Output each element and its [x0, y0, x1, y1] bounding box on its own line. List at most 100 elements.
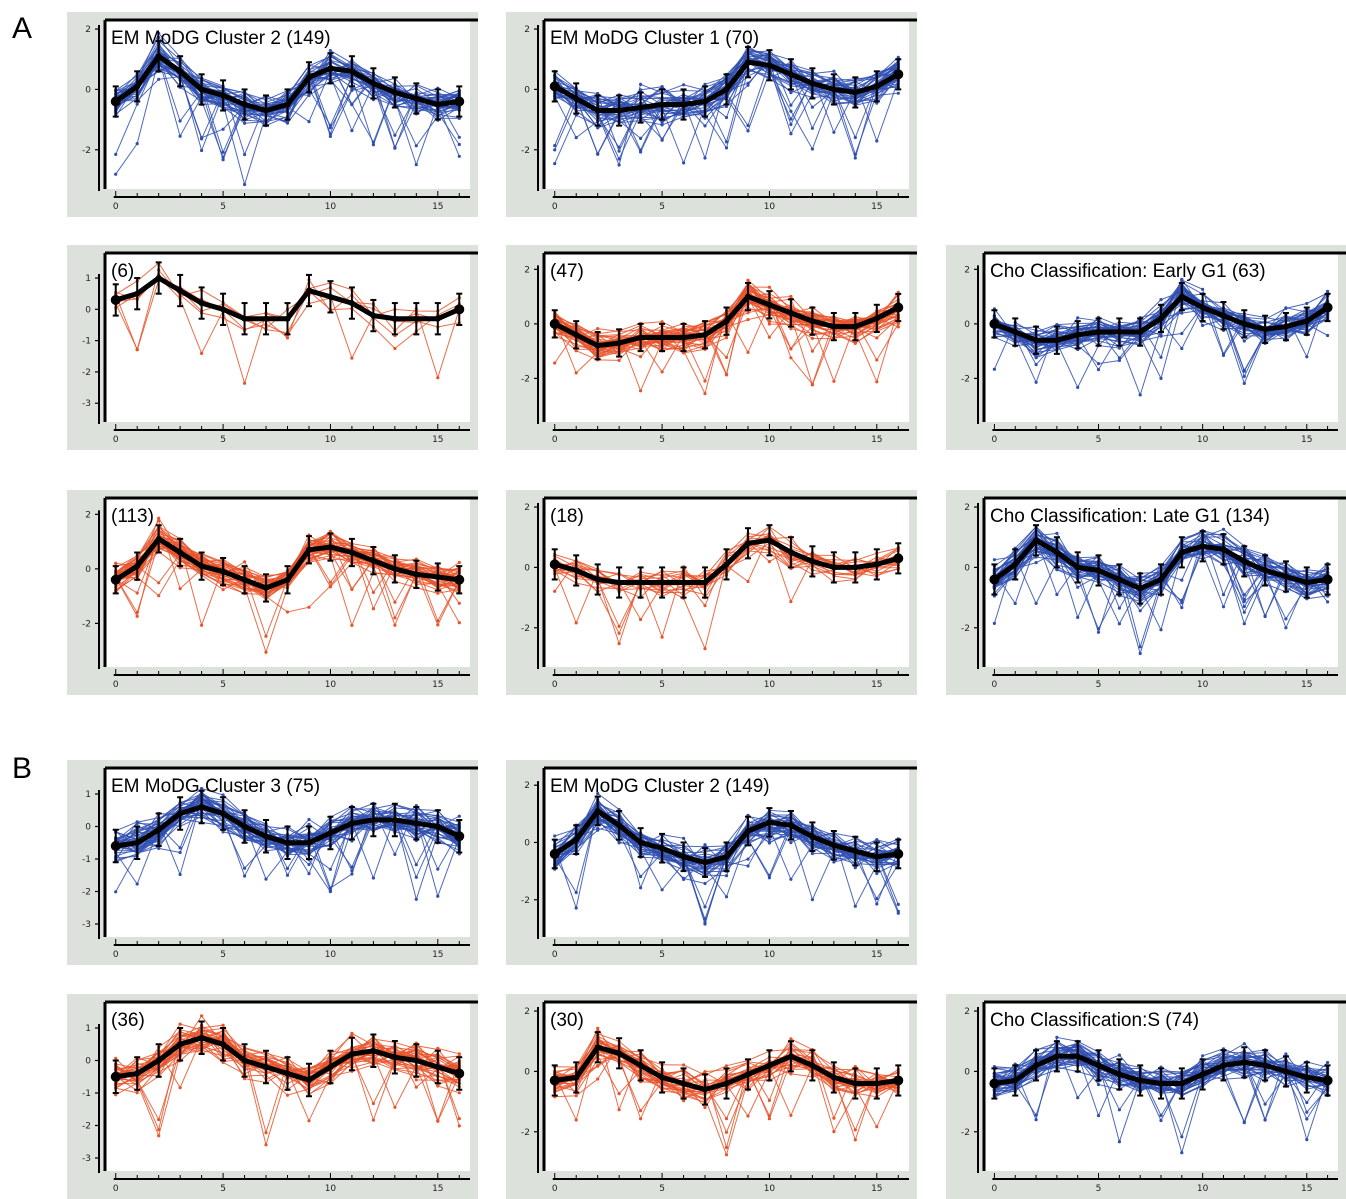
mean-point	[284, 101, 291, 108]
profile-point	[114, 152, 118, 156]
x-tick-label: 15	[432, 202, 443, 212]
mean-endpoint	[549, 318, 560, 329]
profile-point	[1096, 368, 1101, 372]
panel-title: (18)	[550, 506, 584, 527]
profile-point	[1034, 380, 1038, 384]
profile-point	[1055, 592, 1059, 597]
profile-point	[617, 145, 621, 149]
profile-point	[810, 126, 814, 130]
panel-a5: -2 0 2 0 5 10 15 Cho Classification: Early G1 (…	[946, 245, 1346, 450]
profile-point	[1076, 385, 1080, 389]
profile-point	[350, 129, 354, 133]
profile-point	[724, 372, 729, 376]
profile-point	[178, 587, 182, 591]
mean-point	[723, 86, 730, 93]
profile-point	[307, 93, 311, 98]
profile-point	[393, 623, 397, 627]
profile-point	[1096, 362, 1101, 366]
profile-point	[789, 109, 793, 113]
mean-point	[305, 287, 312, 294]
profile-point	[200, 351, 204, 355]
profile-point	[1242, 374, 1246, 378]
profile-point	[264, 650, 268, 654]
mean-profile	[549, 524, 904, 599]
mean-point	[1241, 320, 1248, 327]
profile-point	[660, 370, 664, 374]
mean-point	[305, 74, 312, 81]
profile-point	[767, 322, 771, 326]
mean-point	[573, 567, 580, 574]
profile-point	[328, 134, 332, 138]
profile-point	[1180, 346, 1184, 351]
section-label-a: A	[12, 12, 33, 45]
profile-point	[350, 587, 354, 591]
profile-point	[810, 105, 814, 109]
profile-point	[639, 82, 643, 86]
mean-point	[1282, 323, 1289, 330]
profile-point	[639, 617, 643, 622]
profile-point	[896, 322, 900, 326]
profile-point	[746, 123, 750, 128]
profile-point	[1242, 381, 1246, 385]
profile-point	[243, 560, 247, 564]
profile-point	[724, 140, 729, 144]
profile-point	[1242, 622, 1246, 626]
mean-point	[413, 95, 420, 102]
mean-point	[370, 312, 377, 319]
mean-point	[809, 558, 816, 565]
profile-point	[1221, 353, 1226, 357]
mean-point	[155, 275, 162, 282]
chart-svg: -2 0 2 0 5 10 15 (113)	[82, 496, 478, 690]
mean-point	[723, 561, 730, 568]
mean-profile	[989, 281, 1333, 355]
profile-point	[1117, 356, 1121, 360]
profile-point	[639, 389, 643, 393]
mean-point	[1220, 312, 1227, 319]
mean-point	[434, 315, 441, 322]
panel-a7: -2 0 2 0 5 10 15 (18)	[506, 490, 917, 695]
profile-point	[767, 285, 771, 289]
profile-point	[371, 590, 375, 594]
mean-point	[198, 300, 205, 307]
x-tick-label: 0	[552, 435, 558, 445]
mean-endpoint	[1322, 302, 1333, 313]
profile-point	[703, 604, 707, 608]
mean-point	[263, 584, 270, 591]
profile-point	[617, 149, 621, 153]
profile-point	[746, 579, 750, 584]
x-tick-label: 5	[1096, 680, 1102, 690]
profile-point	[596, 91, 600, 96]
mean-point	[220, 92, 227, 99]
mean-point	[1074, 331, 1081, 338]
profile-point	[1159, 334, 1163, 338]
profile-point	[328, 580, 332, 584]
mean-point	[1158, 315, 1164, 322]
y-tick-label: -2	[82, 146, 91, 156]
panel-title: EM MoDG Cluster 2 (149)	[111, 28, 331, 49]
profile-point	[178, 119, 182, 123]
mean-point	[830, 564, 837, 571]
profile-point	[810, 147, 814, 151]
profile-point	[1034, 561, 1038, 565]
profile-point	[221, 127, 225, 131]
profile-point	[660, 320, 664, 324]
mean-point	[241, 315, 248, 322]
x-tick-label: 5	[220, 435, 226, 445]
mean-point	[594, 107, 601, 114]
x-tick-label: 10	[1197, 680, 1209, 690]
profile-point	[639, 355, 643, 359]
mean-point	[830, 323, 837, 330]
mean-point	[680, 334, 687, 341]
profile-point	[221, 158, 225, 162]
profile-point	[393, 600, 397, 604]
profile-point	[660, 85, 664, 89]
mean-endpoint	[454, 96, 465, 107]
mean-profile	[110, 261, 465, 336]
profile-point	[264, 634, 268, 638]
mean-point	[594, 342, 601, 349]
mean-point	[198, 86, 205, 93]
profile-point	[114, 172, 118, 176]
mean-point	[370, 557, 377, 564]
profile-point	[617, 157, 621, 161]
mean-point	[348, 549, 355, 556]
